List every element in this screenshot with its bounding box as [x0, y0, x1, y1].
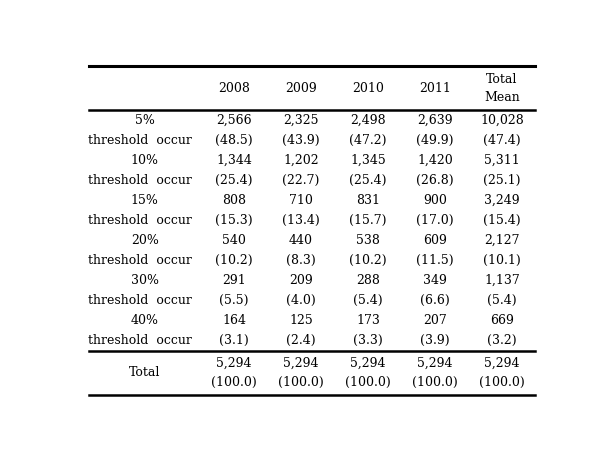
- Text: 1,344: 1,344: [216, 154, 252, 167]
- Text: (47.2): (47.2): [349, 134, 387, 147]
- Text: (25.4): (25.4): [349, 174, 387, 187]
- Text: (100.0): (100.0): [278, 376, 324, 389]
- Text: (25.1): (25.1): [483, 174, 521, 187]
- Text: (3.1): (3.1): [219, 334, 249, 347]
- Text: (22.7): (22.7): [283, 174, 320, 187]
- Text: 1,420: 1,420: [417, 154, 453, 167]
- Text: (2.4): (2.4): [286, 334, 316, 347]
- Text: (8.3): (8.3): [286, 254, 316, 267]
- Text: 1,202: 1,202: [283, 154, 319, 167]
- Text: threshold  occur: threshold occur: [88, 294, 192, 307]
- Text: 1,137: 1,137: [484, 274, 520, 287]
- Text: 2009: 2009: [285, 82, 317, 95]
- Text: (100.0): (100.0): [345, 376, 391, 389]
- Text: 207: 207: [423, 314, 447, 327]
- Text: 440: 440: [289, 234, 313, 247]
- Text: 5%: 5%: [135, 114, 155, 127]
- Text: (10.2): (10.2): [215, 254, 253, 267]
- Text: (5.4): (5.4): [353, 294, 383, 307]
- Text: 5,294: 5,294: [350, 357, 386, 370]
- Text: (49.9): (49.9): [416, 134, 454, 147]
- Text: 20%: 20%: [131, 234, 158, 247]
- Text: 10,028: 10,028: [480, 114, 524, 127]
- Text: (25.4): (25.4): [215, 174, 253, 187]
- Text: (5.4): (5.4): [487, 294, 517, 307]
- Text: (100.0): (100.0): [211, 376, 257, 389]
- Text: 2010: 2010: [352, 82, 384, 95]
- Text: 40%: 40%: [131, 314, 159, 327]
- Text: 288: 288: [356, 274, 380, 287]
- Text: threshold  occur: threshold occur: [88, 214, 192, 227]
- Text: (100.0): (100.0): [479, 376, 525, 389]
- Text: 30%: 30%: [131, 274, 159, 287]
- Text: threshold  occur: threshold occur: [88, 174, 192, 187]
- Text: Total
Mean: Total Mean: [484, 73, 520, 103]
- Text: 540: 540: [222, 234, 246, 247]
- Text: 291: 291: [222, 274, 246, 287]
- Text: (26.8): (26.8): [416, 174, 454, 187]
- Text: (100.0): (100.0): [412, 376, 458, 389]
- Text: (13.4): (13.4): [282, 214, 320, 227]
- Text: 164: 164: [222, 314, 246, 327]
- Text: threshold  occur: threshold occur: [88, 134, 192, 147]
- Text: (3.3): (3.3): [353, 334, 383, 347]
- Text: (10.2): (10.2): [349, 254, 387, 267]
- Text: 2008: 2008: [218, 82, 250, 95]
- Text: 710: 710: [289, 194, 313, 207]
- Text: (3.9): (3.9): [420, 334, 450, 347]
- Text: 1,345: 1,345: [350, 154, 386, 167]
- Text: threshold  occur: threshold occur: [88, 334, 192, 347]
- Text: (5.5): (5.5): [219, 294, 249, 307]
- Text: 5,294: 5,294: [283, 357, 319, 370]
- Text: 209: 209: [289, 274, 313, 287]
- Text: 2,127: 2,127: [484, 234, 520, 247]
- Text: (48.5): (48.5): [215, 134, 253, 147]
- Text: (4.0): (4.0): [286, 294, 316, 307]
- Text: 900: 900: [423, 194, 447, 207]
- Text: (43.9): (43.9): [282, 134, 320, 147]
- Text: 2,639: 2,639: [417, 114, 453, 127]
- Text: threshold  occur: threshold occur: [88, 254, 192, 267]
- Text: (3.2): (3.2): [487, 334, 517, 347]
- Text: (6.6): (6.6): [420, 294, 450, 307]
- Text: 125: 125: [289, 314, 313, 327]
- Text: 831: 831: [356, 194, 380, 207]
- Text: 538: 538: [356, 234, 380, 247]
- Text: 15%: 15%: [131, 194, 158, 207]
- Text: 10%: 10%: [131, 154, 159, 167]
- Text: (11.5): (11.5): [416, 254, 454, 267]
- Text: (47.4): (47.4): [483, 134, 521, 147]
- Text: 5,294: 5,294: [484, 357, 520, 370]
- Text: (15.7): (15.7): [349, 214, 387, 227]
- Text: (15.4): (15.4): [483, 214, 521, 227]
- Text: (17.0): (17.0): [416, 214, 454, 227]
- Text: 3,249: 3,249: [484, 194, 520, 207]
- Text: 349: 349: [423, 274, 447, 287]
- Text: 609: 609: [423, 234, 447, 247]
- Text: 2,566: 2,566: [216, 114, 252, 127]
- Text: 5,294: 5,294: [417, 357, 452, 370]
- Text: (15.3): (15.3): [215, 214, 253, 227]
- Text: 5,311: 5,311: [484, 154, 520, 167]
- Text: Total: Total: [129, 366, 160, 379]
- Text: 5,294: 5,294: [216, 357, 252, 370]
- Text: 2011: 2011: [419, 82, 451, 95]
- Text: 173: 173: [356, 314, 380, 327]
- Text: 2,498: 2,498: [350, 114, 386, 127]
- Text: (10.1): (10.1): [483, 254, 521, 267]
- Text: 669: 669: [490, 314, 514, 327]
- Text: 808: 808: [222, 194, 246, 207]
- Text: 2,325: 2,325: [283, 114, 319, 127]
